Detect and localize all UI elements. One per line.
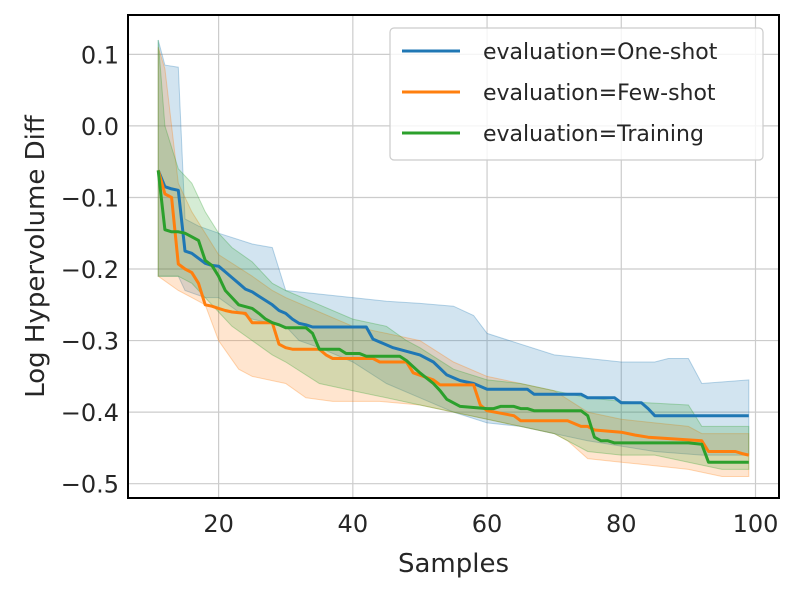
line-evaluation-one-shot — [156, 169, 749, 418]
y-tick-label: −0.4 — [61, 399, 119, 427]
y-tick-label: −0.3 — [61, 328, 119, 356]
x-tick-label: 80 — [606, 510, 637, 538]
legend-entry: evaluation=One-shot — [483, 40, 718, 65]
legend: evaluation=One-shot evaluation=Few-shot ev… — [389, 27, 764, 161]
y-tick-label: 0.0 — [81, 113, 119, 141]
plot-frame — [127, 14, 780, 499]
y-tick-label: 0.1 — [81, 41, 119, 69]
band-evaluation-one-shot — [157, 39, 750, 456]
line-evaluation-training — [156, 170, 749, 464]
x-tick-label: 20 — [203, 510, 234, 538]
legend-entry: evaluation=Few-shot — [483, 81, 716, 106]
x-tick-labels: 20 40 60 80 100 — [203, 510, 778, 538]
x-axis-label: Samples — [398, 549, 509, 579]
legend-box — [389, 27, 764, 161]
x-tick-label: 60 — [472, 510, 503, 538]
y-tick-labels: 0.1 0.0 −0.1 −0.2 −0.3 −0.4 −0.5 — [61, 41, 119, 498]
line-evaluation-few-shot — [156, 169, 750, 457]
y-axis-label: Log Hypervolume Diff — [21, 114, 51, 398]
y-tick-label: −0.5 — [61, 471, 119, 499]
x-tick-label: 100 — [733, 510, 779, 538]
y-tick-label: −0.2 — [61, 256, 119, 284]
legend-entry: evaluation=Training — [483, 122, 704, 147]
x-tick-label: 40 — [338, 510, 369, 538]
y-tick-label: −0.1 — [61, 184, 119, 212]
series-lines — [156, 169, 750, 464]
band-evaluation-training — [157, 39, 750, 470]
